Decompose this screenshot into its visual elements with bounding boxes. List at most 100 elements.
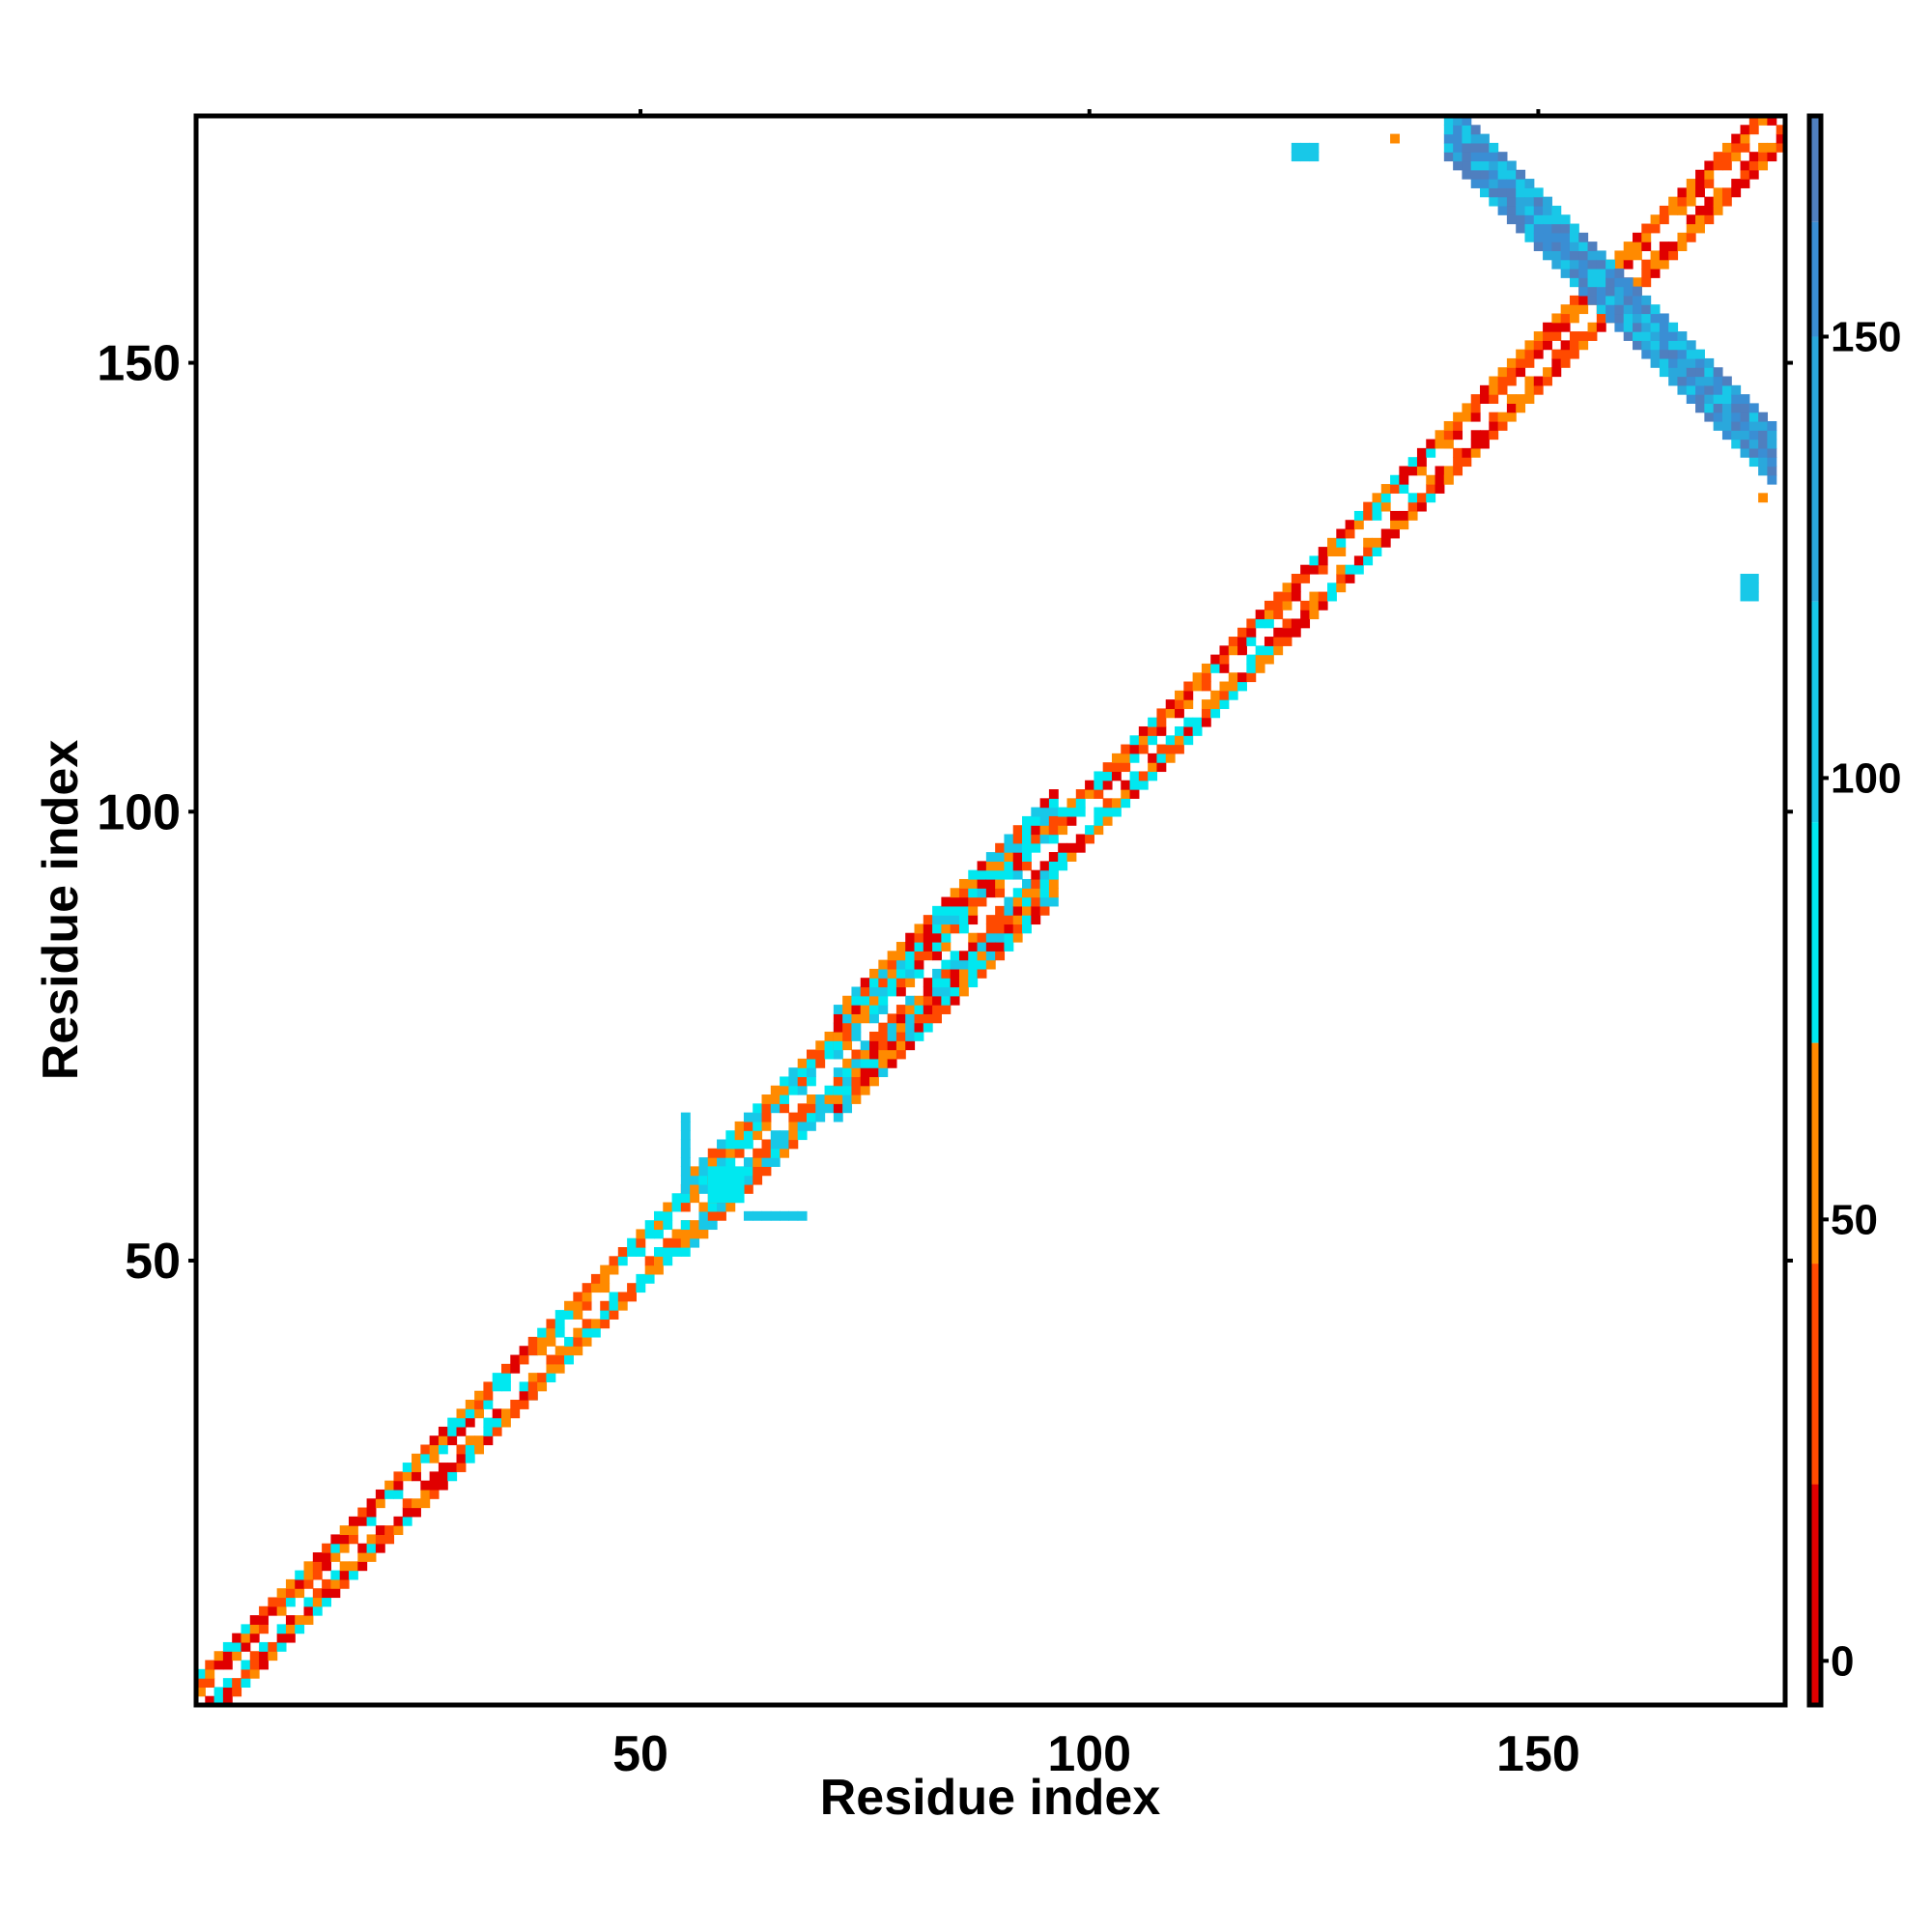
heatmap-cell [923,932,933,943]
heatmap-cell [743,1175,753,1185]
heatmap-cell [1623,322,1634,332]
heatmap-cell [492,1417,502,1428]
heatmap-cell [914,959,924,970]
heatmap-cell [1470,447,1481,458]
colorbar-tick-label: 100 [1831,754,1901,802]
heatmap-cell [1713,403,1723,413]
heatmap-cell [339,1543,350,1553]
heatmap-cell [1659,242,1669,251]
heatmap-cell [1453,152,1463,162]
heatmap-cell [1650,223,1661,234]
heatmap-cell [1085,780,1094,790]
heatmap-cell [968,968,979,979]
heatmap-cell [259,1624,269,1634]
heatmap-cell [1713,367,1723,378]
heatmap-cell [968,951,979,961]
heatmap-cell [600,1319,611,1329]
heatmap-cell [968,888,979,898]
heatmap-cell [1686,223,1696,234]
heatmap-cell [1121,762,1131,773]
heatmap-cell [412,1463,421,1472]
heatmap-cell [1183,735,1194,746]
heatmap-cell [680,1121,691,1131]
heatmap-cell [806,1112,816,1122]
heatmap-cell [285,1588,296,1599]
heatmap-cell [1300,564,1311,575]
heatmap-cell [1443,420,1454,431]
heatmap-cell [1022,825,1032,836]
heatmap-cell [1533,196,1544,207]
heatmap-cell [205,1695,215,1706]
heatmap-cell [1497,412,1508,422]
heatmap-cell [366,1543,377,1553]
heatmap-cell [1156,744,1167,754]
heatmap-cell [932,932,942,943]
heatmap-cell [1219,654,1230,665]
heatmap-cell [1291,618,1301,629]
heatmap-cell [842,1013,853,1024]
heatmap-cell [1443,474,1454,485]
heatmap-cell [914,1005,924,1014]
heatmap-cell [1031,825,1041,836]
heatmap-cell [1353,520,1364,530]
heatmap-cell [1480,133,1490,144]
heatmap-cell [582,1319,592,1329]
heatmap-cell [734,1139,745,1150]
heatmap-cell [1291,627,1301,638]
heatmap-cell [1641,268,1652,278]
heatmap-cell [1497,205,1508,215]
heatmap-cell [527,1346,538,1356]
heatmap-cell [690,1183,700,1194]
heatmap-cell [312,1570,323,1580]
heatmap-cell [1776,133,1786,144]
heatmap-cell [1165,744,1176,754]
heatmap-cell [259,1660,269,1670]
heatmap-cell [1416,501,1427,512]
heatmap-cell [968,915,979,925]
heatmap-cell [1022,852,1032,862]
heatmap-cell [1480,394,1490,404]
heatmap-cell [977,942,987,952]
heatmap-cell [582,1300,592,1311]
heatmap-cell [474,1400,484,1409]
heatmap-cell [869,995,879,1006]
heatmap-cell [985,959,996,970]
heatmap-cell [1748,582,1759,593]
heatmap-cell [1758,420,1769,431]
heatmap-cell [1650,268,1661,278]
heatmap-cell [1066,798,1077,809]
heatmap-cell [1004,932,1014,943]
heatmap-cell [1767,447,1777,458]
heatmap-cell [1516,214,1526,225]
heatmap-cell [1156,725,1167,736]
heatmap-cell [941,968,952,979]
heatmap-cell [1695,169,1705,180]
heatmap-cell [1470,160,1481,171]
heatmap-cell [663,1237,673,1248]
heatmap-cell [698,1220,709,1231]
heatmap-cell [1758,160,1769,171]
heatmap-cell [1210,690,1221,700]
heatmap-cell [1551,331,1562,341]
heatmap-cell [357,1516,368,1526]
heatmap-cell [1111,807,1122,817]
heatmap-cell [1148,735,1158,746]
heatmap-cell [590,1319,601,1329]
heatmap-cell [1740,591,1750,602]
heatmap-cell [1255,610,1265,620]
heatmap-cell [985,861,996,871]
heatmap-cell [878,968,889,979]
heatmap-cell [815,1049,826,1060]
heatmap-cell [1704,169,1715,180]
heatmap-cell [977,878,987,889]
heatmap-cell [276,1641,287,1652]
heatmap-cell [717,1175,726,1185]
heatmap-cell [1713,394,1723,404]
heatmap-cell [1605,277,1616,288]
heatmap-cell [743,1157,753,1167]
heatmap-cell [1048,825,1059,836]
heatmap-cell [1102,798,1113,809]
heatmap-cell [1695,384,1705,395]
heatmap-cell [932,986,942,997]
heatmap-cell [932,978,942,988]
